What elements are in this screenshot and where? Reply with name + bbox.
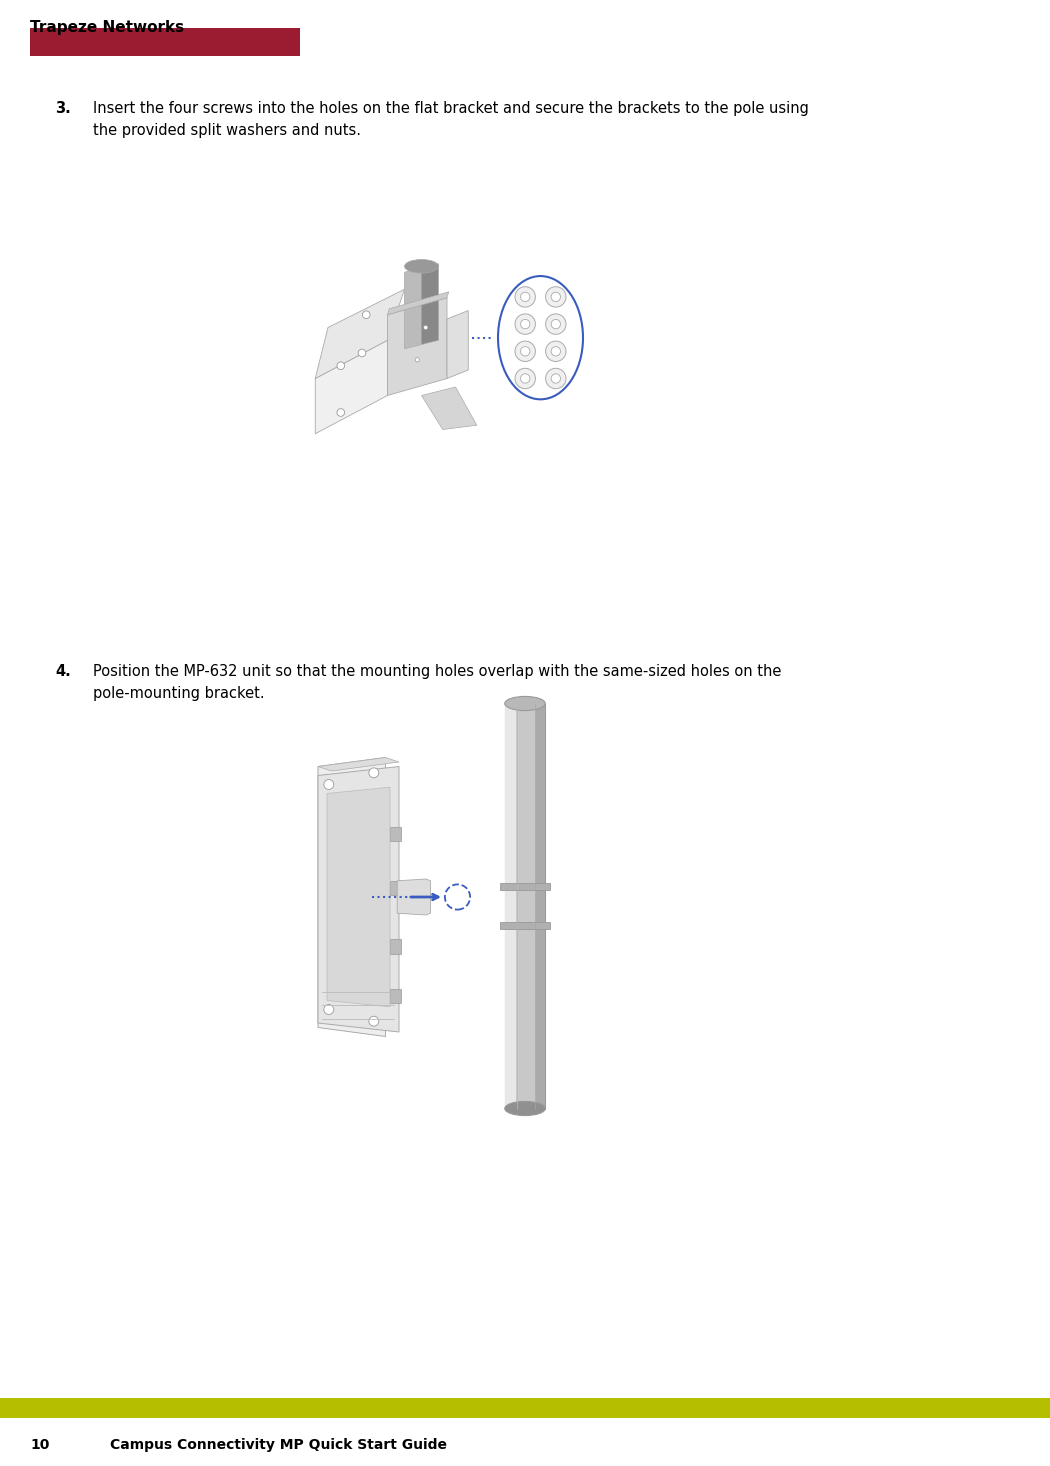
Circle shape [514,342,536,362]
Circle shape [521,346,530,356]
Bar [500,883,550,890]
Bar [390,881,401,896]
Text: Campus Connectivity MP Quick Start Guide: Campus Connectivity MP Quick Start Guide [110,1438,447,1451]
Circle shape [337,362,344,369]
Polygon shape [387,298,447,396]
Polygon shape [447,311,468,378]
Polygon shape [404,268,421,349]
Polygon shape [315,340,387,434]
Polygon shape [387,292,448,315]
Bar [500,922,550,929]
Bar [505,704,517,1108]
Ellipse shape [505,696,545,711]
Text: Insert the four screws into the holes on the flat bracket and secure the bracket: Insert the four screws into the holes on… [93,101,808,116]
Circle shape [514,287,536,306]
Text: 10: 10 [30,1438,49,1451]
Text: 4.: 4. [55,664,70,679]
Text: Trapeze Networks: Trapeze Networks [30,21,184,35]
Circle shape [546,342,566,362]
Ellipse shape [505,1101,545,1116]
Polygon shape [318,758,399,771]
Circle shape [369,1016,379,1026]
Circle shape [337,409,344,416]
Circle shape [551,292,561,302]
Circle shape [358,349,365,356]
Text: pole-mounting bracket.: pole-mounting bracket. [93,686,265,701]
Polygon shape [327,787,390,1007]
Polygon shape [404,264,439,349]
Polygon shape [315,289,404,378]
Circle shape [423,325,427,330]
Ellipse shape [404,259,439,273]
Circle shape [546,287,566,306]
Circle shape [521,374,530,383]
Polygon shape [318,767,399,1032]
Bar [537,704,545,1108]
Polygon shape [421,387,477,430]
Text: the provided split washers and nuts.: the provided split washers and nuts. [93,123,361,138]
Circle shape [415,358,419,362]
Circle shape [521,320,530,328]
Circle shape [551,320,561,328]
Circle shape [514,314,536,334]
Bar [0,1399,1050,1418]
Circle shape [521,292,530,302]
Text: 3.: 3. [55,101,70,116]
Polygon shape [318,758,385,1036]
Circle shape [546,368,566,388]
Circle shape [369,768,379,778]
Circle shape [362,311,370,318]
Circle shape [546,314,566,334]
Ellipse shape [498,276,583,399]
Circle shape [323,780,334,790]
Bar [390,988,401,1003]
Circle shape [551,346,561,356]
Bar [390,827,401,841]
Bar [390,940,401,954]
Circle shape [551,374,561,383]
Circle shape [514,368,536,388]
Bar [30,28,300,56]
Text: Position the MP-632 unit so that the mounting holes overlap with the same-sized : Position the MP-632 unit so that the mou… [93,664,781,679]
Polygon shape [397,880,430,915]
Circle shape [323,1004,334,1014]
Bar [505,704,545,1108]
